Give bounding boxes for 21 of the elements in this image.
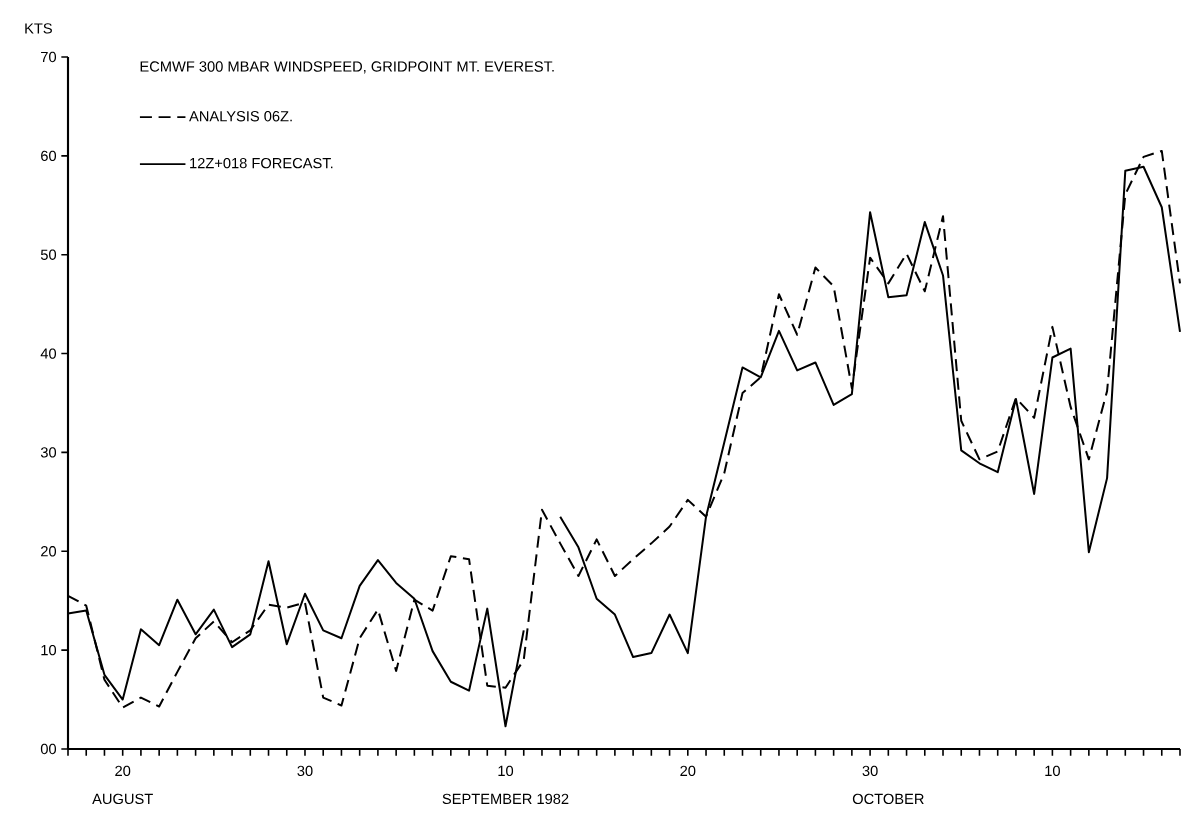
x-tick-label: 20 [680, 765, 696, 777]
text: SEPTEMBER 1982 [442, 793, 569, 805]
legend-label: ANALYSIS 06Z. [189, 111, 292, 122]
text: OCTOBER [852, 793, 924, 805]
legend-label: 12Z+018 FORECAST. [190, 157, 333, 169]
y-tick-label: 50 [40, 249, 57, 260]
text: AUGUST [92, 793, 153, 805]
y-tick-label: 10 [41, 644, 57, 656]
x-tick-label: 30 [297, 765, 313, 777]
x-tick-label: 20 [115, 765, 131, 777]
x-tick-label: 30 [862, 765, 878, 777]
y-tick-label: 00 [40, 743, 57, 755]
y-tick-label: 60 [41, 150, 57, 162]
y-tick-label: 40 [40, 348, 57, 359]
y-tick-label: 30 [40, 447, 57, 458]
x-tick-label: 10 [1045, 765, 1060, 777]
y-tick-label: 20 [41, 546, 57, 557]
y-tick-label: 70 [41, 51, 57, 63]
y-axis-title: KTS [25, 23, 52, 34]
x-tick-label: 10 [498, 765, 514, 777]
chart-title: ECMWF 300 MBAR WINDSPEED, GRIDPOINT MT. EVEREST. [140, 61, 554, 74]
